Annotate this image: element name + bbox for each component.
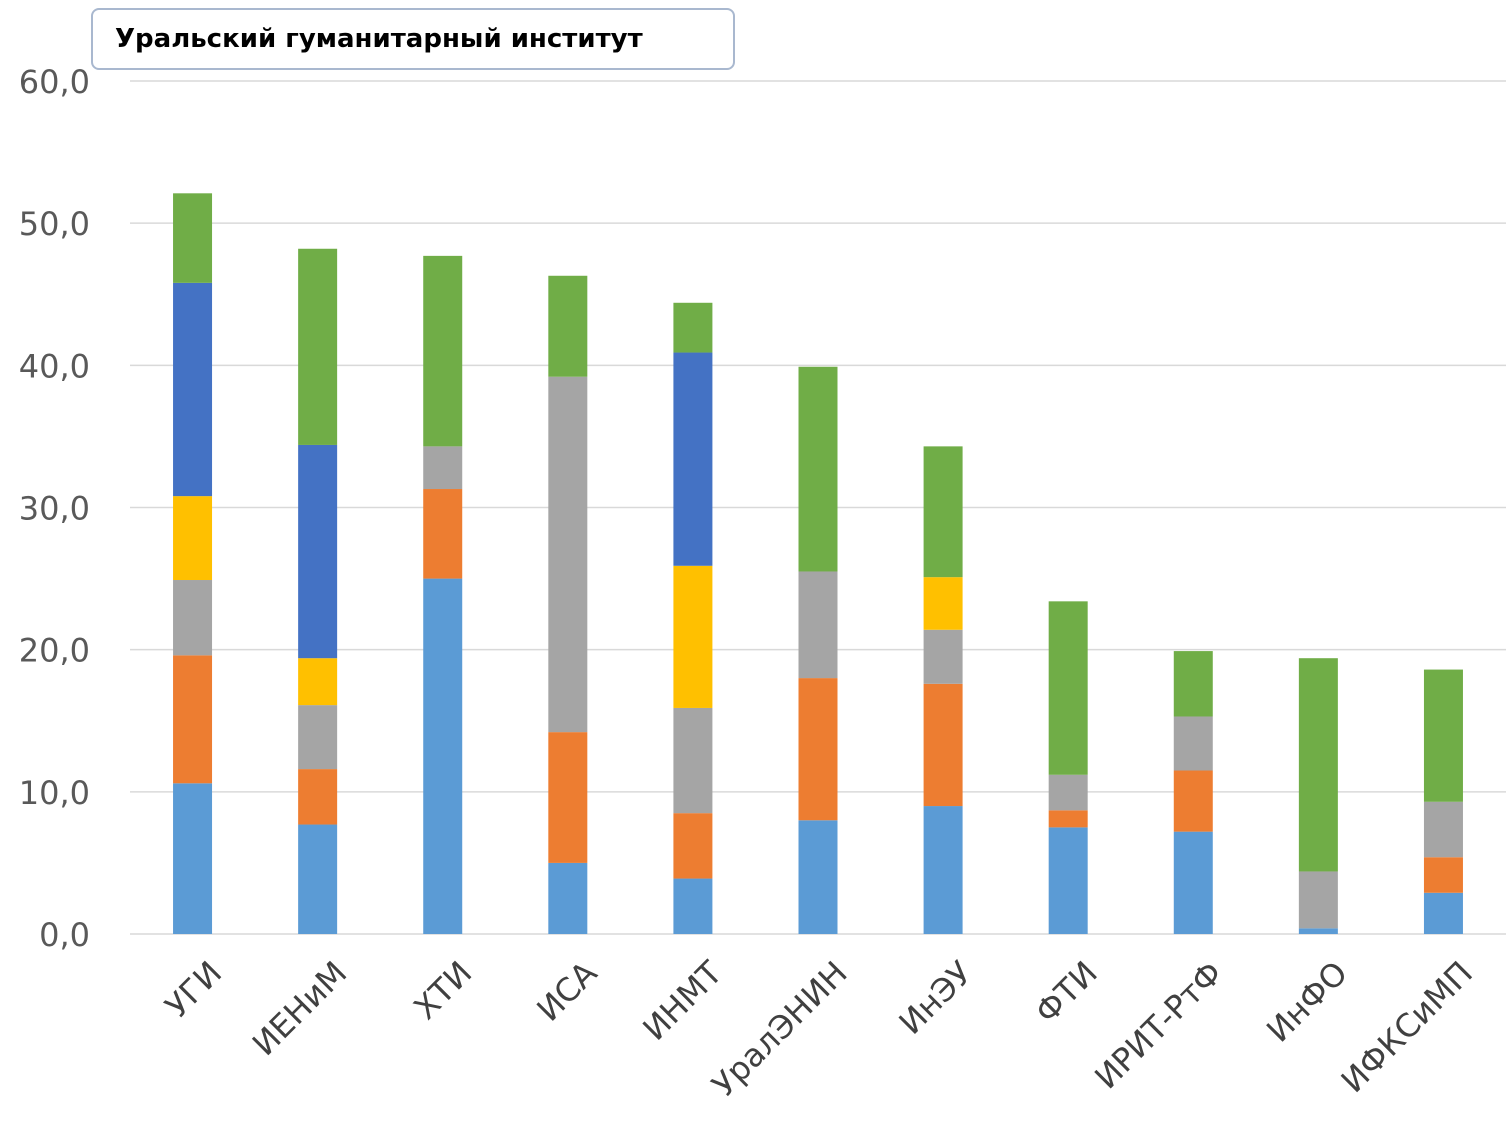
x-tick-label: УралЭНИН	[705, 954, 855, 1104]
bar-segment	[173, 783, 213, 934]
x-tick-label: ИСА	[529, 954, 604, 1029]
bar-segment	[673, 565, 713, 708]
bar-segment	[798, 820, 838, 934]
bar-segment	[548, 275, 588, 377]
bar-segment	[673, 707, 713, 814]
bar-segment	[673, 352, 713, 566]
x-tick-label: ИнЭУ	[892, 954, 980, 1042]
bar-segment	[1298, 658, 1338, 872]
bar-segment	[1423, 892, 1463, 934]
bar-segment	[1173, 831, 1213, 934]
bars	[173, 193, 1463, 934]
bar-segment	[923, 577, 963, 630]
bar-segment	[298, 444, 338, 659]
bar-segment	[423, 489, 463, 579]
bar-segment	[1423, 801, 1463, 858]
bar-segment	[298, 769, 338, 825]
bar-segment	[173, 193, 213, 283]
x-tick-label: ИЕНиМ	[245, 954, 354, 1063]
y-axis-ticks: 0,0 10,0 20,0 30,0 40,0 50,0 60,0	[19, 63, 90, 954]
x-tick-label: ФТИ	[1028, 954, 1105, 1031]
bar-segment	[673, 813, 713, 879]
bar-segment	[1048, 827, 1088, 934]
bar-segment	[1423, 669, 1463, 802]
bar-segment	[923, 806, 963, 934]
bar-segment	[1173, 716, 1213, 771]
y-tick-label: 20,0	[19, 632, 90, 670]
x-tick-label: ИнФО	[1259, 954, 1355, 1050]
bar-segment	[1048, 601, 1088, 775]
x-tick-label: ИРИТ-РтФ	[1087, 954, 1230, 1097]
x-tick-label: ИФКСиМП	[1334, 954, 1480, 1100]
bar-segment	[798, 678, 838, 821]
y-tick-label: 60,0	[19, 63, 90, 101]
bar-segment	[548, 862, 588, 934]
y-tick-label: 10,0	[19, 774, 90, 812]
bar-segment	[173, 580, 213, 656]
bar-segment	[673, 878, 713, 934]
bar-segment	[173, 282, 213, 497]
bar-segment	[923, 629, 963, 684]
bar-segment	[673, 302, 713, 353]
bar-segment	[1173, 651, 1213, 717]
bar-segment	[298, 248, 338, 445]
bar-segment	[1048, 810, 1088, 828]
bar-segment	[923, 446, 963, 578]
bar-segment	[548, 376, 588, 733]
bar-segment	[1298, 928, 1338, 934]
bar-segment	[1298, 871, 1338, 929]
bar-segment	[798, 571, 838, 679]
y-tick-label: 0,0	[39, 916, 90, 954]
bar-segment	[1173, 770, 1213, 832]
chart-annotation: Уральский гуманитарный институт	[91, 8, 735, 70]
bar-segment	[923, 683, 963, 807]
bar-segment	[423, 446, 463, 490]
bar-segment	[298, 658, 338, 706]
bar-segment	[548, 732, 588, 863]
bar-segment	[298, 824, 338, 934]
bar-segment	[173, 496, 213, 581]
bar-segment	[1048, 774, 1088, 811]
y-tick-label: 30,0	[19, 490, 90, 528]
x-tick-label: ИНМТ	[635, 953, 729, 1047]
bar-segment	[798, 366, 838, 572]
bar-segment	[423, 255, 463, 447]
bar-segment	[173, 655, 213, 784]
x-tick-label: УГИ	[158, 954, 229, 1025]
bar-segment	[1423, 857, 1463, 893]
y-tick-label: 40,0	[19, 347, 90, 385]
y-tick-label: 50,0	[19, 205, 90, 243]
x-tick-label: ХТИ	[406, 954, 479, 1027]
bar-segment	[298, 705, 338, 770]
bar-segment	[423, 578, 463, 934]
